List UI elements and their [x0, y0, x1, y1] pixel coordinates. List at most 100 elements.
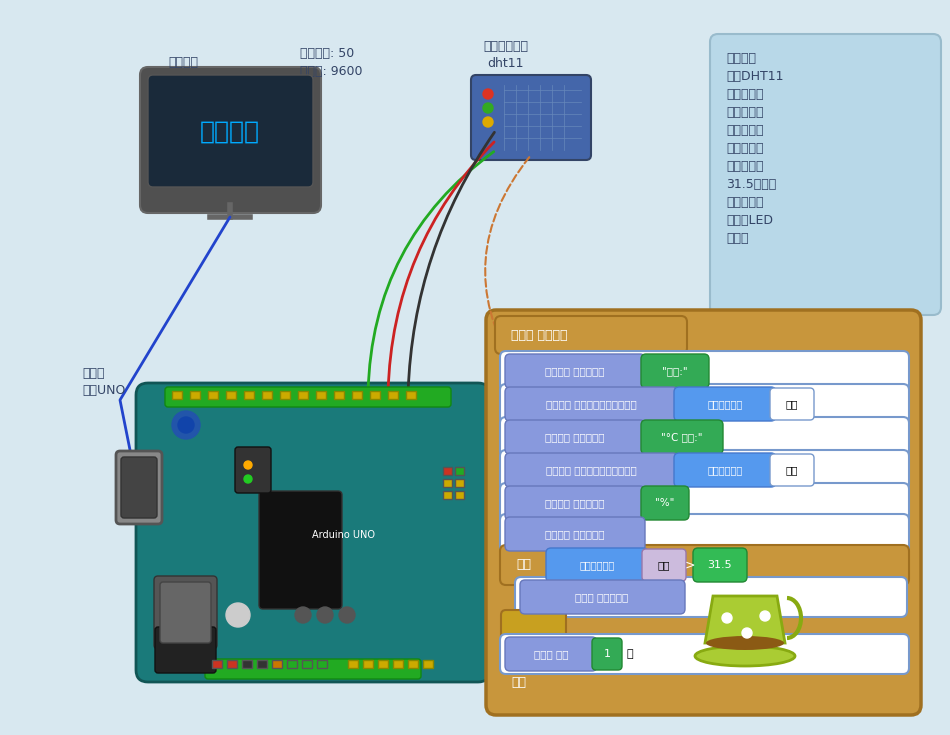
FancyBboxPatch shape [471, 75, 591, 160]
FancyBboxPatch shape [455, 467, 464, 475]
Ellipse shape [706, 636, 784, 650]
Text: 秒: 秒 [627, 649, 634, 659]
FancyBboxPatch shape [298, 391, 308, 399]
FancyBboxPatch shape [408, 660, 418, 668]
Text: 如果: 如果 [517, 559, 531, 572]
Circle shape [295, 607, 311, 623]
Text: 1: 1 [603, 649, 611, 659]
FancyBboxPatch shape [515, 577, 907, 617]
FancyBboxPatch shape [642, 549, 686, 581]
FancyBboxPatch shape [500, 384, 909, 424]
FancyBboxPatch shape [500, 634, 909, 674]
Text: 延时器: 延时器 [719, 609, 741, 622]
FancyBboxPatch shape [674, 387, 776, 421]
FancyBboxPatch shape [262, 391, 272, 399]
Text: 温湿度传感器
dht11: 温湿度传感器 dht11 [484, 40, 528, 70]
FancyBboxPatch shape [443, 467, 452, 475]
Text: 串口通信 发送换行符: 串口通信 发送换行符 [545, 529, 605, 539]
FancyBboxPatch shape [505, 637, 597, 671]
FancyBboxPatch shape [455, 491, 464, 499]
FancyBboxPatch shape [495, 316, 687, 354]
FancyBboxPatch shape [710, 34, 941, 315]
FancyBboxPatch shape [235, 447, 271, 493]
FancyBboxPatch shape [505, 354, 645, 388]
FancyBboxPatch shape [227, 660, 237, 668]
FancyBboxPatch shape [443, 479, 452, 487]
Text: 串口通信 以字符串形式发送数字: 串口通信 以字符串形式发送数字 [545, 399, 636, 409]
FancyBboxPatch shape [242, 660, 252, 668]
FancyBboxPatch shape [500, 417, 909, 457]
Text: 温度: 温度 [657, 560, 671, 570]
FancyBboxPatch shape [500, 351, 909, 391]
FancyBboxPatch shape [257, 660, 267, 668]
Text: "%": "%" [656, 498, 674, 508]
Text: "°C 湿度:": "°C 湿度:" [661, 432, 703, 442]
Circle shape [317, 607, 333, 623]
Circle shape [226, 603, 250, 627]
FancyBboxPatch shape [334, 391, 344, 399]
Circle shape [483, 117, 493, 127]
FancyBboxPatch shape [172, 391, 182, 399]
FancyBboxPatch shape [393, 660, 403, 668]
FancyBboxPatch shape [208, 391, 218, 399]
FancyBboxPatch shape [363, 660, 373, 668]
FancyBboxPatch shape [212, 660, 222, 668]
Circle shape [760, 611, 770, 621]
Text: 实验五十
五：DHT11
温湿度复合
传感器模块
（数字型单
总线通信）
程序二，定
31.5度为温
度阈值，控
制板载LED
的亮暗: 实验五十 五：DHT11 温湿度复合 传感器模块 （数字型单 总线通信） 程序二… [726, 52, 784, 245]
FancyBboxPatch shape [155, 627, 216, 673]
Text: 串口通信 发送字符串: 串口通信 发送字符串 [545, 432, 605, 442]
Text: 温湿度传感器: 温湿度传感器 [580, 560, 615, 570]
FancyBboxPatch shape [406, 391, 416, 399]
FancyBboxPatch shape [226, 391, 236, 399]
FancyBboxPatch shape [302, 660, 312, 668]
FancyBboxPatch shape [148, 75, 313, 187]
Circle shape [722, 613, 732, 623]
Text: 温度: 温度 [786, 399, 798, 409]
FancyBboxPatch shape [641, 354, 709, 388]
FancyBboxPatch shape [259, 491, 342, 609]
FancyBboxPatch shape [501, 610, 566, 645]
Text: 控制器
型号UNO: 控制器 型号UNO [82, 367, 125, 397]
Text: 温湿度传感器: 温湿度传感器 [708, 399, 743, 409]
FancyBboxPatch shape [280, 391, 290, 399]
FancyBboxPatch shape [165, 387, 451, 407]
FancyBboxPatch shape [546, 548, 648, 582]
Text: 31.5: 31.5 [708, 560, 732, 570]
FancyBboxPatch shape [443, 491, 452, 499]
FancyBboxPatch shape [316, 391, 326, 399]
FancyBboxPatch shape [154, 576, 217, 649]
FancyBboxPatch shape [136, 383, 490, 682]
Text: 串口助手: 串口助手 [200, 120, 260, 144]
Text: 串口通信 以字符串形式发送数字: 串口通信 以字符串形式发送数字 [545, 465, 636, 475]
FancyBboxPatch shape [272, 660, 282, 668]
FancyBboxPatch shape [770, 454, 814, 486]
Circle shape [244, 461, 252, 469]
FancyBboxPatch shape [116, 451, 162, 524]
FancyBboxPatch shape [378, 660, 388, 668]
FancyBboxPatch shape [500, 450, 909, 490]
FancyBboxPatch shape [505, 453, 678, 487]
Circle shape [178, 417, 194, 433]
FancyBboxPatch shape [140, 67, 321, 213]
Text: >: > [685, 559, 695, 572]
FancyBboxPatch shape [500, 514, 909, 554]
FancyBboxPatch shape [500, 545, 909, 585]
FancyBboxPatch shape [505, 387, 678, 421]
Text: Arduino UNO: Arduino UNO [312, 530, 374, 540]
Ellipse shape [695, 646, 795, 666]
FancyBboxPatch shape [121, 457, 157, 518]
FancyBboxPatch shape [388, 391, 398, 399]
Text: 湿度: 湿度 [786, 465, 798, 475]
Circle shape [742, 628, 752, 638]
Circle shape [483, 89, 493, 99]
Text: 控制器 反复执行: 控制器 反复执行 [511, 329, 567, 342]
FancyBboxPatch shape [500, 483, 909, 523]
Text: 串口通信 发送字符串: 串口通信 发送字符串 [545, 498, 605, 508]
Text: 最大长度: 50
波特率: 9600: 最大长度: 50 波特率: 9600 [300, 46, 363, 77]
FancyBboxPatch shape [486, 310, 921, 715]
FancyBboxPatch shape [423, 660, 433, 668]
FancyBboxPatch shape [641, 486, 689, 520]
Text: 温湿度传感器: 温湿度传感器 [708, 465, 743, 475]
FancyBboxPatch shape [370, 391, 380, 399]
FancyBboxPatch shape [770, 388, 814, 420]
